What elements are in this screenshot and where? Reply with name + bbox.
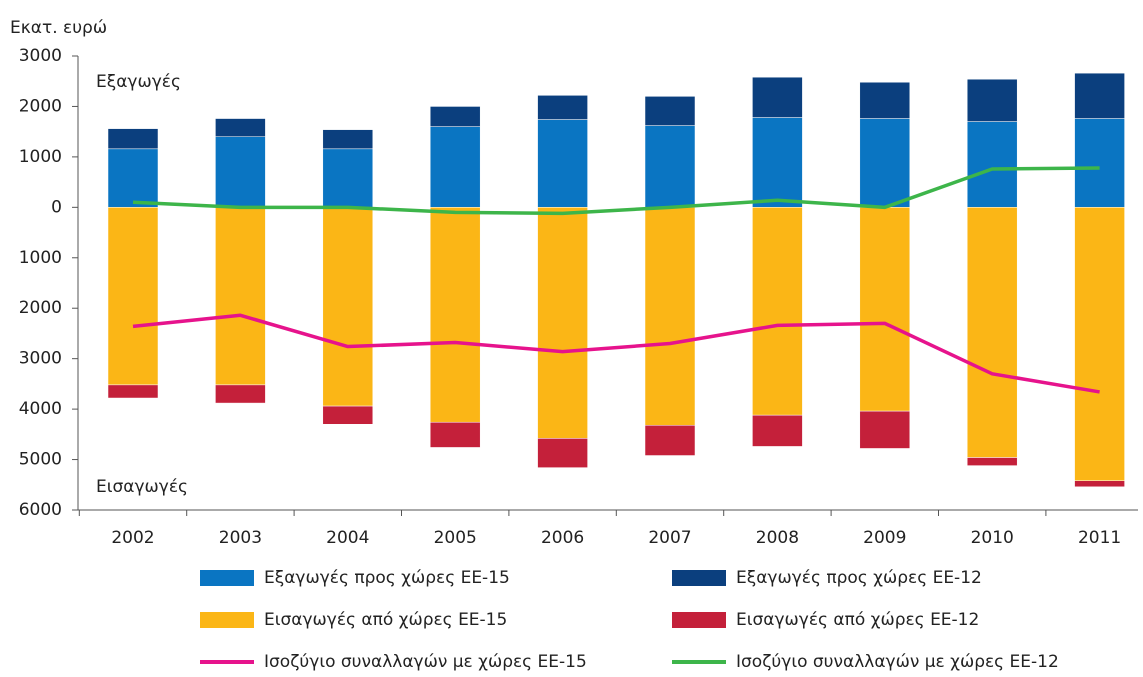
bar (537, 119, 588, 208)
legend-label: Εισαγωγές από χώρες ΕΕ-12 (736, 610, 979, 630)
annotation: Εισαγωγές (96, 477, 188, 497)
bar (752, 207, 803, 416)
y-tick-label: 6000 (19, 500, 62, 520)
bar (429, 421, 481, 448)
bar (429, 126, 481, 208)
legend-swatch (200, 612, 254, 628)
legend-label: Ισοζύγιο συναλλαγών με χώρες ΕΕ-12 (736, 652, 1059, 672)
x-tick-label: 2009 (863, 528, 906, 548)
bar (107, 148, 159, 208)
legend-label: Εισαγωγές από χώρες ΕΕ-15 (264, 610, 507, 630)
x-tick-label: 2010 (971, 528, 1014, 548)
bar (537, 438, 588, 468)
bar (215, 118, 266, 137)
bar (859, 81, 911, 119)
bar (859, 207, 911, 412)
bar (752, 414, 803, 447)
legend-label: Ισοζύγιο συναλλαγών με χώρες ΕΕ-15 (264, 652, 587, 672)
bar (644, 425, 696, 456)
bar (322, 129, 374, 150)
bar (107, 384, 159, 399)
x-tick-label: 2003 (219, 528, 262, 548)
bar (322, 148, 374, 208)
bar (537, 207, 588, 439)
bar (1074, 72, 1125, 119)
x-tick-label: 2004 (326, 528, 369, 548)
annotation: Εξαγωγές (96, 72, 181, 92)
legend-swatch (672, 612, 726, 628)
line (132, 166, 1100, 216)
x-tick-label: 2002 (111, 528, 154, 548)
bar (429, 207, 481, 423)
bar (107, 128, 159, 150)
bar (966, 207, 1018, 458)
bar (322, 207, 374, 407)
x-tick-label: 2006 (541, 528, 584, 548)
bar (1074, 207, 1125, 481)
bar (966, 78, 1018, 122)
x-tick-label: 2005 (434, 528, 477, 548)
bar (859, 410, 911, 449)
bar (966, 457, 1018, 466)
x-tick-label: 2008 (756, 528, 799, 548)
y-axis-label: Εκατ. ευρώ (10, 18, 107, 38)
legend-label: Εξαγωγές προς χώρες ΕΕ-12 (736, 568, 982, 588)
bar (107, 207, 159, 386)
legend-label: Εξαγωγές προς χώρες ΕΕ-15 (264, 568, 510, 588)
bar (644, 207, 696, 426)
x-tick-label: 2011 (1078, 528, 1121, 548)
y-tick-label: 3000 (19, 46, 62, 66)
bar (215, 207, 266, 386)
bar (537, 95, 588, 120)
y-tick-label: 0 (51, 197, 62, 217)
bar (752, 117, 803, 208)
bar (644, 96, 696, 126)
bar (1074, 118, 1125, 208)
y-tick-label: 1000 (19, 147, 62, 167)
legend-swatch (672, 570, 726, 586)
bar (322, 405, 374, 425)
bar (215, 136, 266, 208)
bar (966, 121, 1018, 208)
y-tick-label: 2000 (19, 96, 62, 116)
y-tick-label: 4000 (19, 399, 62, 419)
y-tick-label: 3000 (19, 349, 62, 369)
x-tick-label: 2007 (648, 528, 691, 548)
y-tick-label: 2000 (19, 298, 62, 318)
bar (644, 125, 696, 208)
y-tick-label: 1000 (19, 248, 62, 268)
line (132, 313, 1100, 394)
y-tick-label: 5000 (19, 450, 62, 470)
bar (1074, 480, 1125, 488)
bar (859, 118, 911, 208)
bar (752, 76, 803, 118)
legend-swatch (200, 570, 254, 586)
bar (215, 384, 266, 404)
bar (429, 106, 481, 127)
